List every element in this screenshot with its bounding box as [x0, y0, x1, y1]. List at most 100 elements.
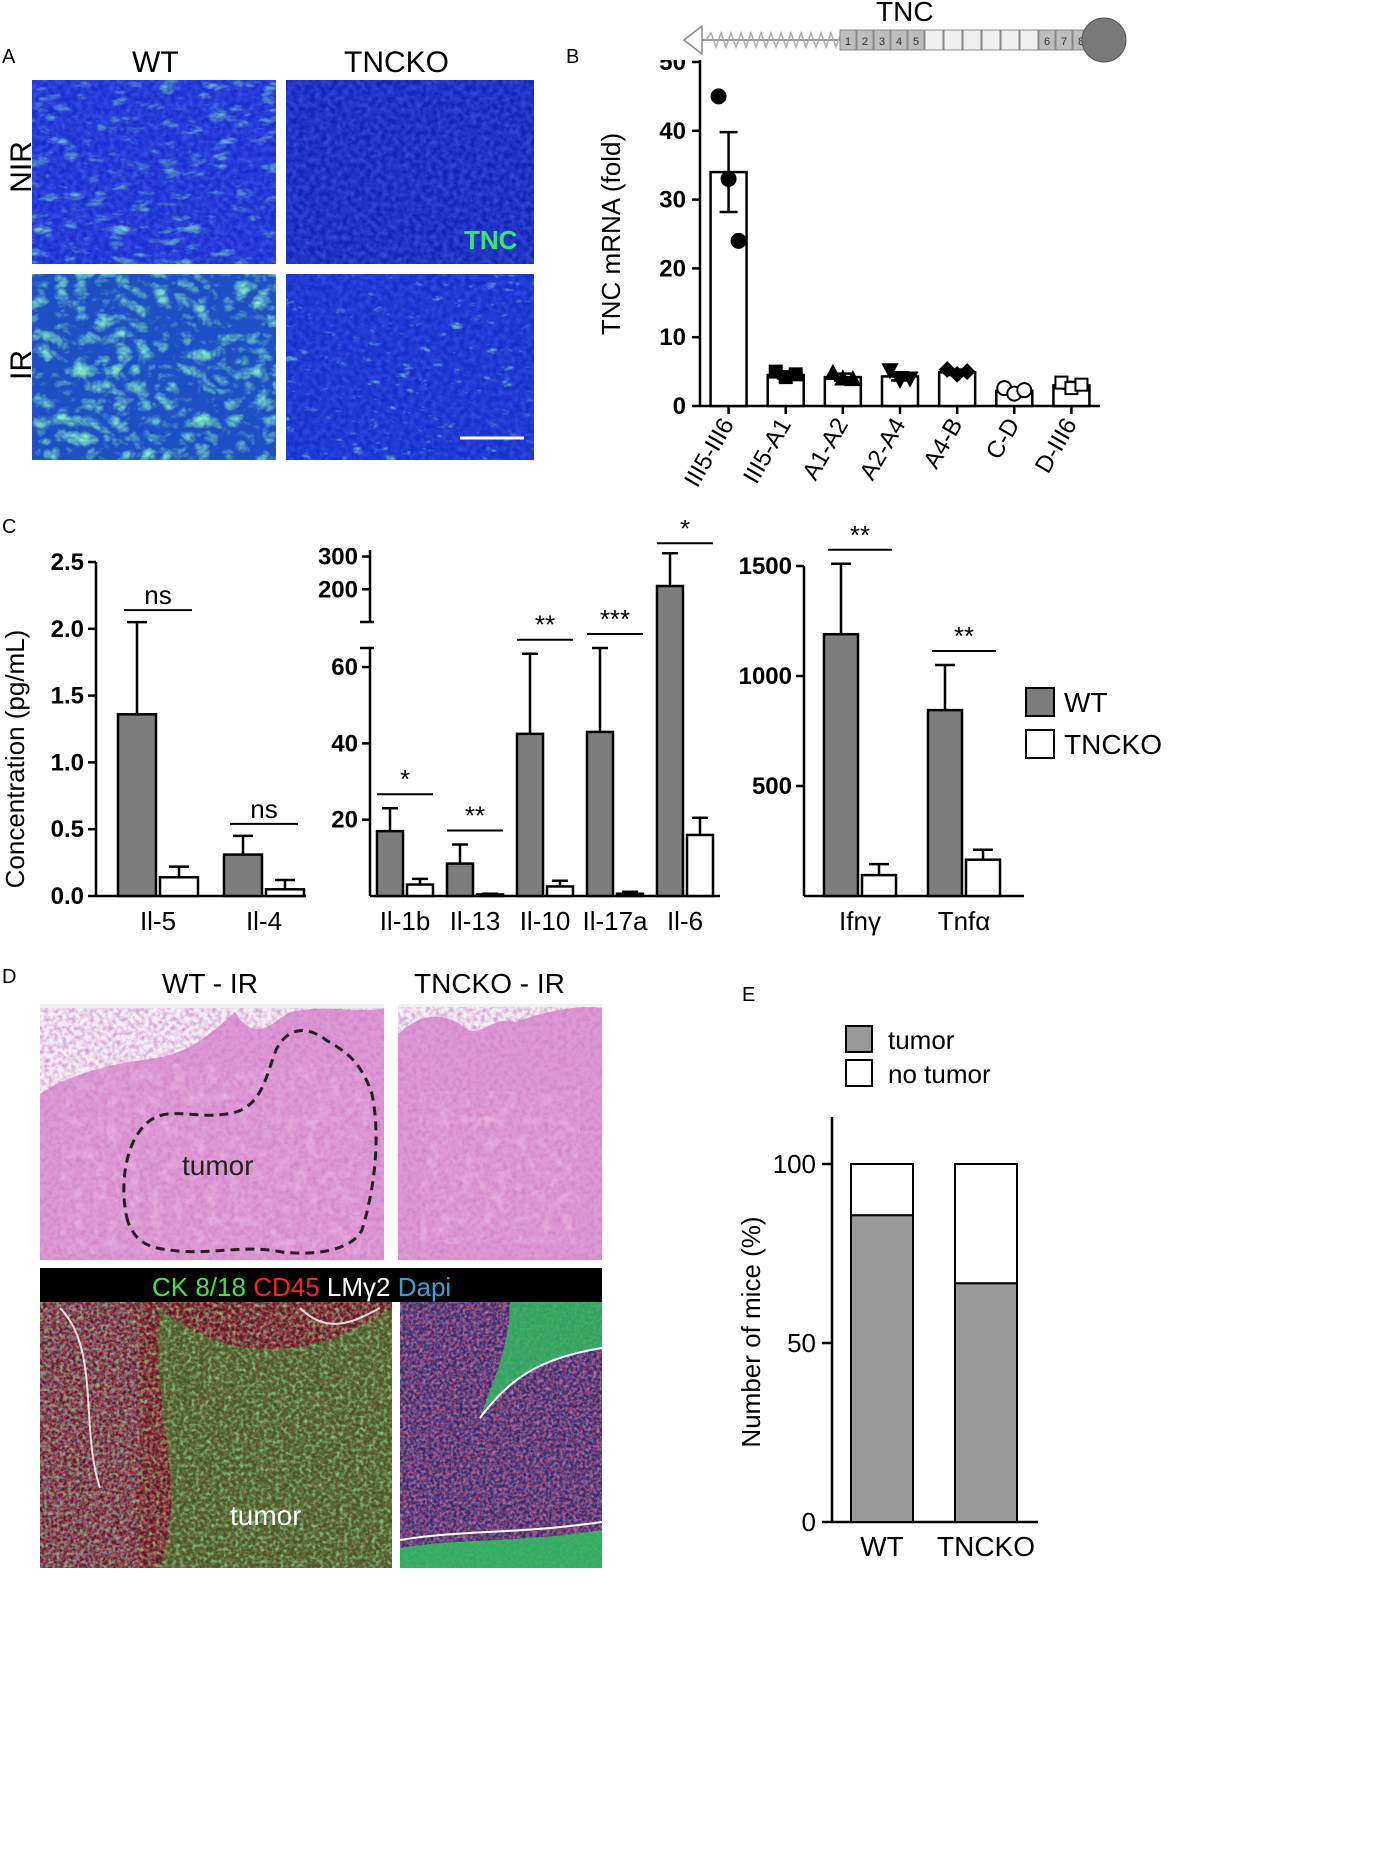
panel-d-col-header-tncko: TNCKO - IR [414, 968, 565, 999]
bar-WT-Il-6 [655, 584, 685, 898]
y-tick-label: 20 [659, 255, 686, 282]
y-axis-label: Concentration (pg/mL) [0, 630, 30, 889]
micrograph-nir-tncko [286, 80, 534, 264]
y-tick-label: 300 [318, 544, 358, 571]
data-point [710, 88, 727, 105]
data-point [1074, 377, 1089, 392]
bar-WT-Il-13 [445, 862, 475, 898]
bar-tumor-TNCKO [954, 1282, 1018, 1523]
data-point [788, 367, 803, 382]
y-tick-label: 40 [331, 730, 358, 757]
y-tick-label: 200 [318, 576, 358, 603]
y-tick-label: 30 [659, 187, 686, 214]
x-tick-label: III5-A1 [738, 414, 797, 489]
legend-label-WT: WT [1064, 687, 1108, 718]
y-tick-label: 1000 [739, 663, 792, 690]
chart-b: 0 10 20 30 40 50 TNC mRNA (fold) III5-III6III5-… [596, 60, 1100, 492]
y-tick-label: 1.5 [51, 683, 84, 710]
y-tick-label: 2.5 [51, 549, 84, 576]
fn3-domain-label: 7 [1061, 36, 1067, 48]
panel-label-d: D [2, 966, 17, 988]
he-section-tncko [398, 1004, 602, 1260]
tumor-outline [122, 1029, 378, 1255]
fn3-alt-domain [924, 29, 944, 51]
fn3-domain-7 [1055, 29, 1073, 51]
legend-label-tumor: tumor [888, 1025, 955, 1055]
if-section-wt [40, 1302, 392, 1568]
he-tumor-label: tumor [182, 1150, 254, 1181]
x-tick-label: Il-13 [450, 906, 501, 936]
fn3-domain-label: 1 [845, 36, 851, 48]
x-tick-label: A1-A2 [797, 414, 854, 485]
if-legend-lmg2: LMγ2 [326, 1272, 391, 1302]
y-tick-label: 20 [331, 807, 358, 834]
y-tick-label: 1.0 [51, 749, 84, 776]
y-tick-label: 500 [752, 773, 792, 800]
fn3-domain-label: 6 [1044, 36, 1050, 48]
legend-swatch-TNCKO [1025, 729, 1055, 759]
y-axis-label: Number of mice (%) [736, 1216, 766, 1447]
if-legend-dapi: Dapi [397, 1272, 452, 1302]
x-tick-label: Il-17a [582, 906, 648, 936]
chart-c2: 204060200300Il-1b*Il-13**Il-10**Il-17a**… [318, 520, 720, 936]
tnc-domain-title: TNC [876, 0, 934, 27]
data-point [1016, 382, 1033, 399]
x-tick-label: Tnfα [938, 906, 991, 936]
panel-a-col-header-wt: WT [132, 46, 179, 79]
panel-label-a: A [2, 46, 16, 68]
fn3-alt-domain [943, 29, 963, 51]
micrograph-ir-wt [32, 274, 276, 460]
bar-no tumor-WT [850, 1163, 914, 1217]
micrograph-nir-wt [32, 80, 276, 264]
legend-swatch-WT [1025, 687, 1055, 717]
significance-label: *** [600, 604, 630, 634]
data-point [730, 232, 747, 249]
bar-WT-Ifnγ [822, 632, 860, 898]
x-tick-label: WT [860, 1531, 904, 1562]
x-tick-label: D-III6 [1030, 414, 1083, 478]
y-tick-label: 0.0 [51, 883, 84, 910]
fn3-alt-domain [1019, 29, 1039, 51]
if-legend-ck818: CK 8/18 [152, 1272, 246, 1302]
if-legend-cd45: CD45 [253, 1272, 320, 1302]
significance-label: ** [535, 610, 555, 640]
legend-swatch-no tumor [845, 1059, 873, 1087]
fn3-domain-6 [1038, 29, 1056, 51]
fn3-domain-1 [839, 29, 857, 51]
bar-TNCKO-Il-4 [264, 888, 306, 898]
x-tick-label: Il-1b [380, 906, 431, 936]
he-section-wt [40, 1004, 384, 1260]
bar-TNCKO-Il-5 [158, 876, 200, 898]
significance-label: * [400, 764, 410, 794]
y-tick-label: 50 [659, 60, 686, 76]
data-point [844, 370, 862, 387]
if-tumor-label: tumor [230, 1500, 302, 1531]
fn3-domain-label: 5 [913, 36, 919, 48]
data-point [891, 372, 909, 389]
y-tick-label: 1500 [739, 553, 792, 580]
data-point [901, 371, 919, 388]
panel-a-stain-label: TNC [464, 225, 518, 255]
egf-repeats [705, 30, 847, 50]
fn3-domain-3 [873, 29, 891, 51]
fn3-domain-4 [890, 29, 908, 51]
bar-TNCKO-Il-1b [405, 883, 435, 898]
bar-WT-Tnfα [926, 708, 964, 898]
x-tick-label: C-D [981, 414, 1026, 464]
x-tick-label: Il-6 [667, 906, 703, 936]
bar-tumor-WT [850, 1214, 914, 1523]
micrograph-ir-tncko [286, 274, 534, 460]
y-tick-label: 0 [802, 1507, 816, 1537]
significance-label: ns [250, 794, 277, 824]
chart-e: 0 50 100 Number of mice (%) WT TNCKO tumor no t… [736, 1025, 1038, 1562]
y-tick-label: 40 [659, 118, 686, 145]
bar-TNCKO-Ifnγ [860, 873, 898, 898]
significance-label: ** [954, 621, 974, 651]
if-legend: CK 8/18 CD45 LMγ2 Dapi [152, 1272, 451, 1303]
x-tick-label: TNCKO [937, 1531, 1035, 1562]
bar-WT-Il-5 [116, 713, 158, 898]
x-tick-label: III5-III6 [679, 414, 740, 492]
fn3-domain-2 [856, 29, 874, 51]
legend-label-no tumor: no tumor [888, 1059, 991, 1089]
